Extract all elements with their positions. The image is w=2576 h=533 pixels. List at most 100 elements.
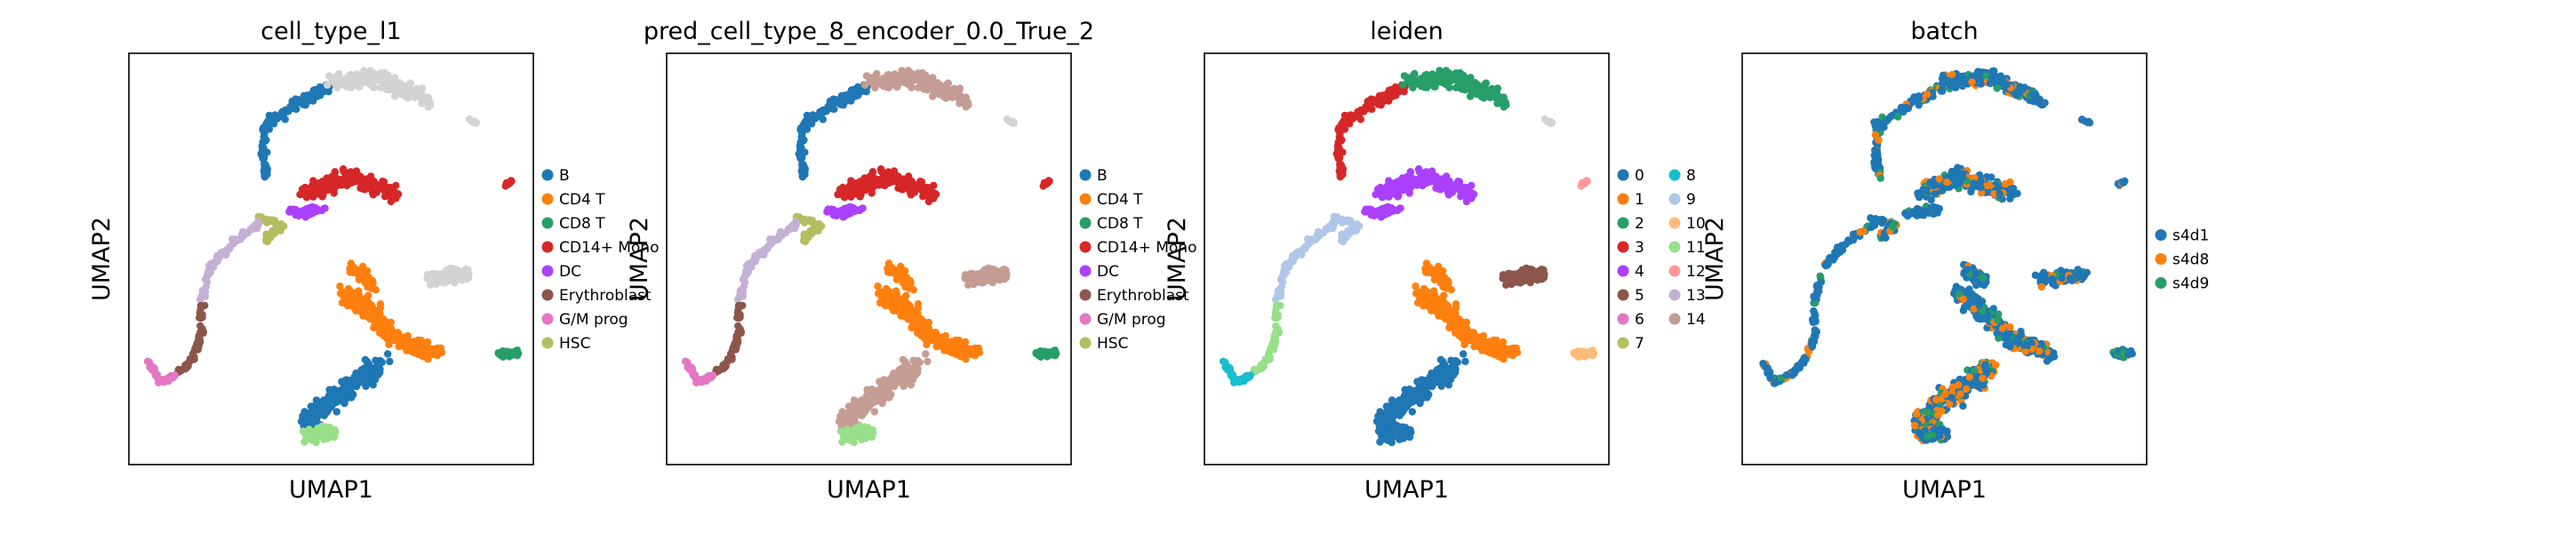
data-point <box>885 288 893 296</box>
data-point <box>1417 290 1426 299</box>
data-point <box>261 136 270 144</box>
data-point <box>922 350 930 358</box>
data-point <box>342 376 350 384</box>
data-point <box>1439 177 1447 185</box>
legend-label: Erythroblast <box>559 287 652 305</box>
data-point <box>1315 227 1323 236</box>
data-point <box>293 207 301 215</box>
data-point <box>912 184 920 192</box>
data-point <box>1375 91 1384 100</box>
data-point <box>792 219 801 227</box>
data-point <box>836 412 844 420</box>
data-point <box>1452 300 1460 308</box>
data-point <box>880 74 889 83</box>
scatter-points <box>1759 67 2136 445</box>
data-point <box>1228 370 1237 379</box>
data-point <box>857 423 865 431</box>
data-point <box>312 438 320 447</box>
data-point <box>300 91 308 100</box>
data-point <box>714 367 722 375</box>
legend-marker <box>1668 265 1681 277</box>
data-point <box>311 403 319 411</box>
legend-label: 0 <box>1635 167 1644 185</box>
chart-title: leiden <box>1370 18 1443 45</box>
data-point <box>356 307 364 315</box>
legend-label: CD8 T <box>559 215 605 233</box>
data-point <box>1276 287 1284 296</box>
data-point <box>850 438 858 447</box>
data-point <box>348 378 357 386</box>
data-point <box>329 77 337 85</box>
data-point <box>808 120 816 128</box>
data-point <box>933 79 941 87</box>
data-point <box>1334 153 1342 161</box>
data-point <box>1418 74 1427 83</box>
data-point <box>393 332 401 340</box>
data-point <box>1462 318 1471 327</box>
legend-label: Erythroblast <box>1097 287 1189 305</box>
data-point <box>1447 286 1455 294</box>
data-point <box>1492 94 1500 102</box>
data-point <box>1380 206 1388 214</box>
scatter-points <box>1219 67 1598 447</box>
data-point <box>361 271 369 280</box>
data-point <box>1009 117 1017 125</box>
data-point <box>372 286 380 294</box>
data-point <box>302 194 311 202</box>
legend-marker <box>1079 217 1092 229</box>
x-axis-label: UMAP1 <box>827 476 911 504</box>
data-point <box>281 115 289 123</box>
legend-label: 14 <box>1686 311 1706 329</box>
data-point <box>1436 279 1445 287</box>
axes-frame <box>666 52 1072 465</box>
legend-marker <box>1617 217 1629 229</box>
chart-title: cell_type_l1 <box>260 18 401 45</box>
data-point <box>359 77 367 85</box>
data-point <box>1385 97 1393 105</box>
data-point <box>819 115 827 123</box>
data-point <box>373 323 382 331</box>
data-point <box>342 74 351 83</box>
data-point <box>822 106 830 114</box>
x-axis-label: UMAP1 <box>1364 476 1449 504</box>
data-point <box>320 185 329 193</box>
data-point <box>868 189 876 197</box>
data-point <box>860 396 868 405</box>
data-point <box>196 338 204 346</box>
data-point <box>845 418 853 426</box>
data-point <box>874 282 882 290</box>
data-point <box>346 384 354 393</box>
data-point <box>909 286 917 294</box>
data-point <box>1547 117 1555 125</box>
legend-label: DC <box>1097 263 1119 281</box>
data-point <box>871 83 879 91</box>
data-point <box>1335 123 1343 132</box>
data-point <box>355 290 363 298</box>
data-point <box>239 227 247 236</box>
data-point <box>315 186 323 194</box>
data-point <box>169 373 177 382</box>
data-point <box>977 270 985 279</box>
data-point <box>181 361 189 370</box>
data-point <box>361 279 369 287</box>
data-point <box>930 181 938 189</box>
data-point <box>1425 78 1433 86</box>
data-point <box>316 431 325 439</box>
data-point <box>899 271 907 280</box>
data-point <box>884 384 892 393</box>
data-point <box>323 396 331 405</box>
data-point <box>426 100 435 108</box>
data-point <box>691 370 700 379</box>
data-point <box>330 189 338 197</box>
data-point <box>942 86 950 94</box>
data-point <box>190 353 198 361</box>
data-point <box>421 346 429 354</box>
data-point <box>215 253 224 261</box>
data-point <box>872 70 881 79</box>
data-point <box>854 91 862 99</box>
data-point <box>916 73 924 81</box>
data-point <box>966 350 975 359</box>
legend-marker <box>1617 313 1629 325</box>
data-point <box>383 332 391 340</box>
